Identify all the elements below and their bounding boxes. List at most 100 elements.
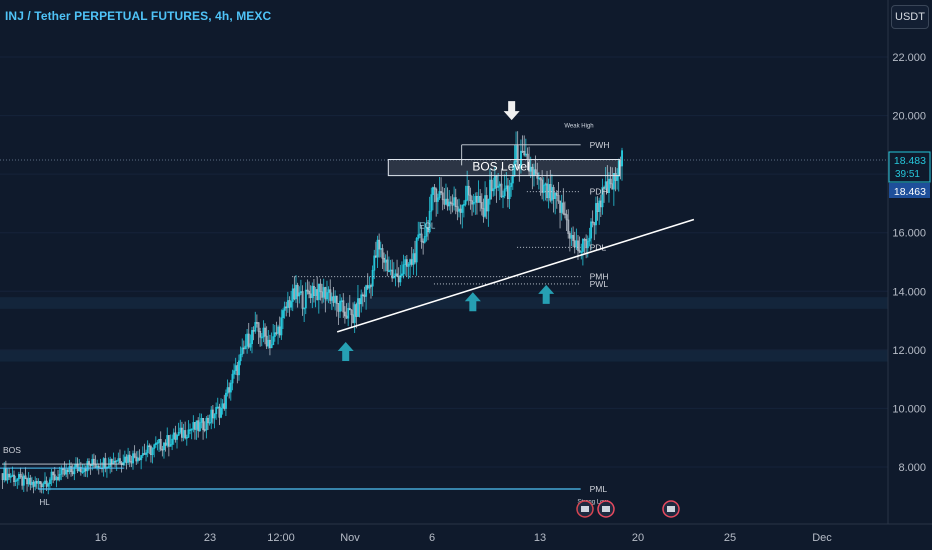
candle-body [604, 181, 607, 189]
candle-body [469, 194, 472, 201]
candle-body [293, 288, 296, 300]
candle-body [288, 300, 291, 308]
candle-body [388, 270, 390, 273]
candle-body [65, 469, 68, 475]
y-tick-label: 14.000 [892, 286, 926, 298]
candle-body [174, 432, 177, 440]
candle-body [492, 188, 495, 192]
candle-body [62, 468, 64, 470]
candle-body [122, 462, 125, 465]
candle-body [396, 273, 399, 277]
candle-body [114, 460, 117, 463]
candle-body [459, 208, 462, 213]
candle-body [295, 284, 297, 300]
candle-body [611, 183, 614, 190]
candle-body [71, 471, 74, 475]
candle-body [339, 300, 342, 312]
candle-body [368, 285, 371, 289]
candle-body [564, 213, 566, 216]
candle-body [370, 285, 372, 287]
candle-body [40, 483, 43, 488]
candle-body [78, 467, 81, 472]
candle-body [216, 406, 219, 409]
candle-body [425, 227, 428, 237]
candle-body [449, 201, 452, 204]
support-zone [0, 349, 888, 362]
candle-body [112, 460, 115, 464]
candle-body [335, 295, 338, 304]
candle-body [484, 195, 487, 217]
candle-body [31, 481, 33, 485]
candle-body [79, 467, 82, 473]
candle-body [153, 444, 156, 449]
candle-body [291, 288, 294, 302]
candle-body [477, 196, 480, 203]
up-arrow-icon [538, 284, 555, 304]
price-axis[interactable] [888, 0, 932, 550]
currency-button[interactable]: USDT [891, 5, 929, 29]
candle-body [601, 187, 604, 208]
candle-body [490, 179, 493, 192]
candle-body [585, 239, 588, 249]
candle-body [52, 471, 55, 476]
candle-body [487, 199, 490, 212]
candle-body [3, 468, 6, 481]
candle-body [366, 285, 369, 289]
candle-body [285, 306, 288, 309]
ascending-trendline[interactable] [336, 218, 695, 333]
candle-body [445, 198, 447, 205]
candle-body [141, 453, 144, 456]
x-tick-label: 16 [95, 532, 107, 544]
candle-body [11, 474, 14, 477]
candle-body [539, 177, 542, 181]
candle-body [242, 347, 245, 350]
candle-body [13, 474, 16, 483]
candle-body [544, 183, 547, 186]
candle-body [110, 459, 113, 464]
candle-body [361, 294, 364, 297]
down-arrow-icon [503, 101, 520, 121]
candle-body [308, 290, 311, 295]
candle-body [303, 307, 306, 310]
candle-body [190, 428, 193, 431]
candle-body [299, 291, 302, 294]
candle-body [422, 241, 425, 243]
candle-body [63, 468, 66, 475]
time-axis[interactable] [0, 524, 932, 550]
candle-body [502, 195, 505, 198]
candle-body [241, 347, 244, 355]
candle-body [446, 198, 449, 207]
candle-body [117, 458, 120, 461]
candle-body [282, 310, 284, 319]
candle-body [476, 196, 478, 203]
annotation-weak-high: Weak High [564, 123, 593, 129]
candle-body [81, 471, 84, 474]
candle-body [29, 477, 32, 485]
candle-body [225, 392, 227, 409]
candle-body [384, 259, 387, 263]
candle-body [107, 466, 110, 468]
candle-body [394, 273, 397, 277]
candle-body [374, 255, 377, 258]
candle-body [565, 214, 568, 221]
candle-body [32, 481, 35, 487]
candle-body [578, 250, 581, 253]
candle-body [150, 446, 152, 456]
candle-body [379, 248, 382, 250]
candle-body [221, 403, 224, 409]
candle-body [567, 219, 570, 234]
candle-body [265, 335, 268, 347]
candle-body [4, 468, 7, 481]
up-arrow-icon [337, 342, 354, 361]
candle-body [334, 295, 337, 303]
candle-body [260, 336, 263, 339]
x-tick-label: 25 [724, 532, 736, 544]
level-label-pdl: PDL [590, 242, 607, 252]
candle-body [198, 422, 201, 432]
candle-body [454, 197, 457, 207]
candle-body [239, 353, 242, 362]
candle-body [510, 182, 513, 187]
bos-level-box[interactable] [387, 159, 621, 177]
symbol-title[interactable]: INJ / Tether PERPETUAL FUTURES, 4h, MEXC [5, 9, 272, 23]
